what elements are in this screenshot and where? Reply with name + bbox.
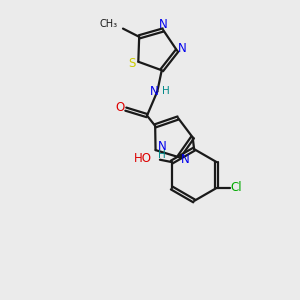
Text: N: N — [149, 85, 158, 98]
Text: H: H — [162, 86, 170, 97]
Text: N: N — [159, 18, 167, 31]
Text: S: S — [128, 57, 136, 70]
Text: Cl: Cl — [230, 182, 242, 194]
Text: H: H — [158, 150, 166, 161]
Text: N: N — [178, 42, 187, 55]
Text: O: O — [115, 101, 124, 114]
Text: N: N — [181, 153, 190, 166]
Text: HO: HO — [134, 152, 152, 165]
Text: CH₃: CH₃ — [100, 19, 118, 29]
Text: N: N — [158, 140, 167, 153]
